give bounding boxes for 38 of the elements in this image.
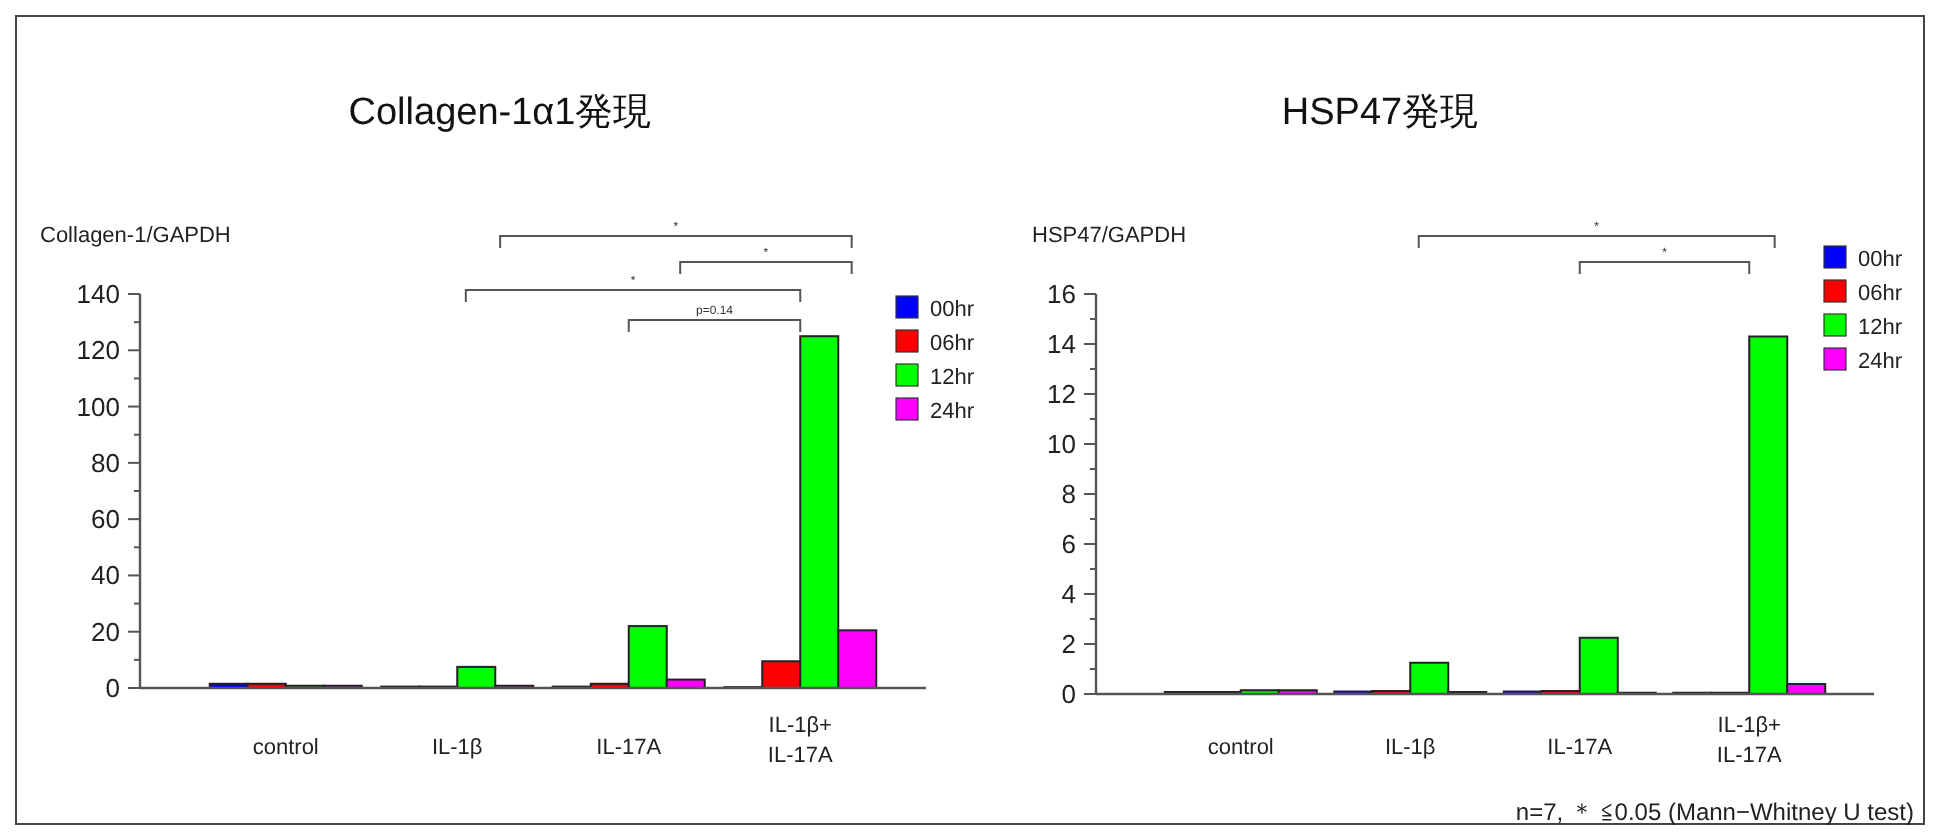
y-tick-label: 16 [1047,279,1076,309]
x-tick-label: IL-1β [1384,736,1436,760]
legend-label: 06hr [930,332,975,356]
x-tick-label: IL-1β+ IL-17A [767,714,834,768]
y-tick-label: 2 [1061,629,1076,659]
x-tick-label: control [252,736,319,760]
legend-label: 00hr [930,298,975,322]
y-axis-title: HSP47/GAPDH [1032,224,1187,248]
y-tick-label: 20 [91,616,120,647]
y-tick-label: 40 [91,560,120,591]
y-tick-label: 4 [1061,579,1076,609]
y-tick-label: 8 [1061,479,1076,509]
chart-title: Collagen-1α1発現 [348,92,652,134]
y-tick-label: 6 [1061,529,1076,559]
legend-label: 24hr [1858,350,1903,374]
legend-label: 06hr [1858,282,1903,306]
x-tick-label: IL-17A [1547,736,1614,760]
y-tick-label: 140 [76,279,120,309]
x-tick-label: IL-17A [596,736,663,760]
y-tick-label: 80 [91,447,120,478]
legend-label: 24hr [930,400,975,424]
y-tick-label: 14 [1047,329,1076,359]
y-tick-label: 100 [76,391,120,422]
y-tick-label: 120 [76,335,120,366]
y-tick-label: 10 [1047,429,1076,459]
x-tick-label: control [1207,736,1274,760]
x-tick-label: IL-1β [431,736,483,760]
legend-label: 00hr [1858,248,1903,272]
y-tick-label: 12 [1047,379,1076,409]
legend-label: 12hr [930,366,975,390]
chart-title: HSP47発現 [1281,92,1479,134]
legend-label: 12hr [1858,316,1903,340]
x-tick-label: IL-1β+ IL-17A [1716,714,1783,768]
y-tick-label: 0 [1061,679,1076,709]
y-axis-title: Collagen-1/GAPDH [40,224,231,248]
text: n=7, ＊ ≦0.05 (Mann−Whitney U test) [1515,798,1914,826]
y-tick-label: 60 [91,504,120,535]
y-tick-label: 0 [105,673,120,703]
